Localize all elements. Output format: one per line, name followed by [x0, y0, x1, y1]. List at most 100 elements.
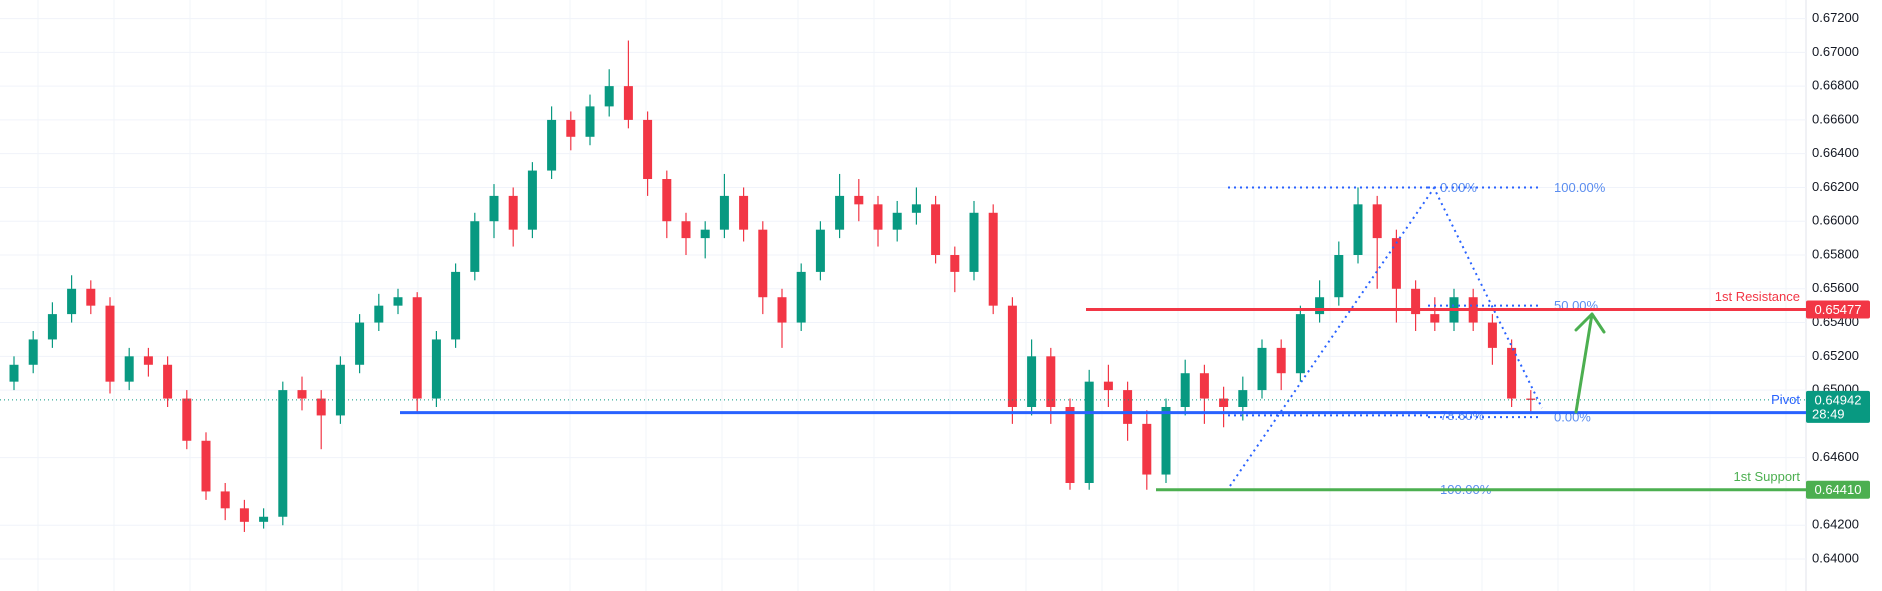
- y-tick-label: 0.66200: [1812, 179, 1859, 194]
- candle-body: [316, 398, 326, 416]
- y-tick-label: 0.65600: [1812, 280, 1859, 295]
- candle-body: [86, 288, 96, 306]
- candle-body: [470, 221, 480, 272]
- candle-body: [124, 356, 134, 382]
- candle-body: [297, 390, 307, 399]
- candle-body: [1295, 314, 1305, 374]
- candle-body: [643, 119, 653, 180]
- candle-body: [1046, 356, 1056, 407]
- candle-body: [835, 195, 845, 230]
- candle-body: [815, 229, 825, 272]
- candle-body: [1526, 398, 1536, 400]
- candle-body: [527, 170, 537, 230]
- candle-body: [585, 106, 595, 137]
- candle-body: [1027, 356, 1037, 407]
- candle-body: [431, 339, 441, 399]
- candle-body: [1276, 347, 1286, 374]
- price-badge: [1806, 300, 1870, 319]
- candle-body: [1353, 204, 1363, 256]
- candle-body: [1161, 406, 1171, 475]
- candle-body: [777, 297, 787, 323]
- candle-body: [1103, 381, 1113, 391]
- current-badge: [1806, 390, 1870, 423]
- fib-label: 78.60%: [1440, 408, 1485, 423]
- y-tick-label: 0.66000: [1812, 213, 1859, 228]
- candle-body: [1065, 406, 1075, 483]
- candle-body: [1257, 347, 1267, 391]
- price-badge: [1806, 480, 1870, 499]
- candle-body: [278, 390, 288, 517]
- price-badge-label: 0.65477: [1815, 302, 1862, 317]
- candle-body: [489, 195, 499, 222]
- candle-body: [28, 339, 38, 365]
- candle-body: [739, 195, 749, 230]
- candle-body: [335, 364, 345, 416]
- candle-body: [67, 288, 77, 315]
- candle-body: [719, 195, 729, 230]
- candle-body: [931, 204, 941, 256]
- candle-body: [1487, 322, 1497, 348]
- price-badge-label: 0.64410: [1815, 482, 1862, 497]
- y-tick-label: 0.66800: [1812, 78, 1859, 93]
- candle-body: [374, 305, 384, 323]
- candle-body: [1334, 255, 1344, 298]
- y-tick-label: 0.67000: [1812, 44, 1859, 59]
- fib-label: 100.00%: [1554, 180, 1606, 195]
- candle-body: [393, 297, 403, 306]
- candle-body: [508, 195, 518, 230]
- candle-body: [758, 229, 768, 298]
- candle-body: [1123, 390, 1133, 424]
- candle-body: [796, 271, 806, 323]
- candle-body: [239, 508, 249, 522]
- candle-body: [105, 305, 115, 382]
- candle-body: [1084, 381, 1094, 483]
- candle-body: [412, 297, 422, 399]
- y-tick-label: 0.64600: [1812, 449, 1859, 464]
- candle-body: [547, 119, 557, 171]
- candle-body: [355, 322, 365, 365]
- candle-body: [259, 516, 269, 522]
- candle-body: [1391, 238, 1401, 289]
- candle-body: [950, 255, 960, 272]
- candle-body: [1411, 288, 1421, 315]
- candle-body: [143, 356, 153, 365]
- candle-body: [1180, 373, 1190, 407]
- candle-body: [1315, 297, 1325, 315]
- candle-body: [566, 119, 576, 137]
- candle-body: [201, 440, 211, 492]
- candle-body: [988, 212, 998, 306]
- candle-body: [9, 364, 19, 382]
- y-tick-label: 0.65200: [1812, 348, 1859, 363]
- current-price-label: 0.64942: [1815, 392, 1862, 407]
- candle-body: [700, 229, 710, 239]
- candle-body: [969, 212, 979, 272]
- y-tick-label: 0.67200: [1812, 10, 1859, 25]
- countdown-label: 28:49: [1812, 406, 1845, 421]
- candle-body: [1219, 398, 1229, 407]
- candle-body: [1430, 314, 1440, 323]
- y-tick-label: 0.64000: [1812, 550, 1859, 565]
- arrow: [1574, 312, 1606, 414]
- candle-body: [220, 491, 230, 509]
- candle-body: [451, 271, 461, 340]
- level-label: Pivot: [1771, 392, 1800, 407]
- fib-trend: [1229, 186, 1543, 487]
- candle-body: [854, 195, 864, 205]
- candle-body: [623, 86, 633, 120]
- candle-body: [163, 364, 173, 399]
- y-tick-label: 0.66600: [1812, 111, 1859, 126]
- candle-body: [1199, 373, 1209, 399]
- candle-body: [47, 314, 57, 340]
- y-tick-label: 0.65800: [1812, 246, 1859, 261]
- candle-body: [892, 212, 902, 230]
- level-label: 1st Resistance: [1715, 289, 1800, 304]
- candle-body: [1142, 423, 1152, 475]
- candle-body: [1238, 390, 1248, 407]
- y-tick-label: 0.64200: [1812, 517, 1859, 532]
- candle-body: [1007, 305, 1017, 407]
- candle-body: [873, 204, 883, 230]
- candle-body: [1507, 347, 1517, 399]
- y-tick-label: 0.66400: [1812, 145, 1859, 160]
